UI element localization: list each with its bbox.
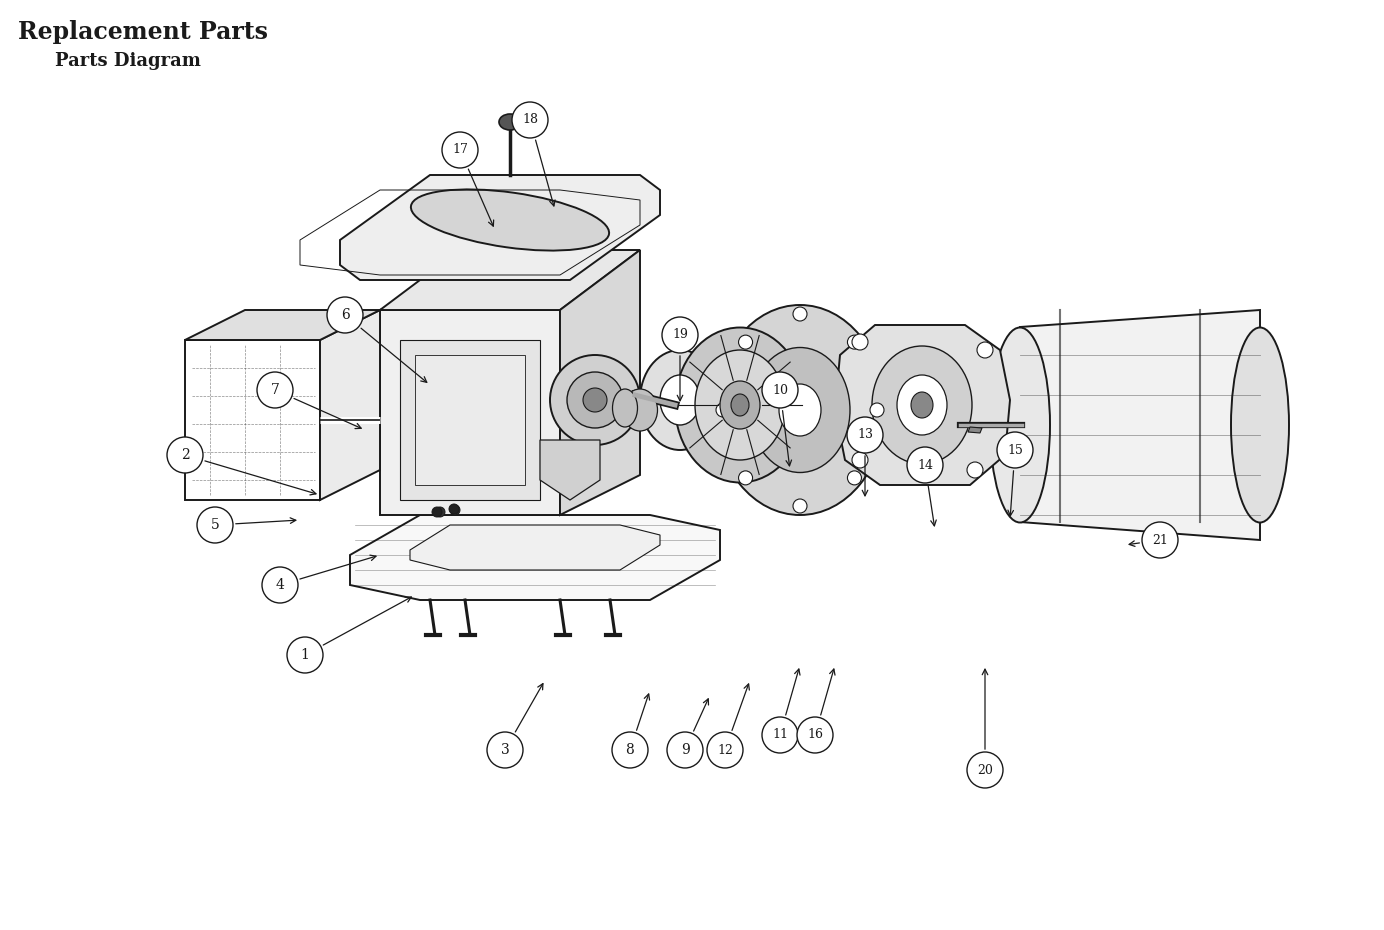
Circle shape bbox=[716, 403, 729, 417]
Circle shape bbox=[853, 334, 868, 350]
Circle shape bbox=[487, 732, 523, 768]
Polygon shape bbox=[185, 340, 320, 500]
Text: 9: 9 bbox=[681, 743, 689, 757]
Circle shape bbox=[667, 732, 703, 768]
Circle shape bbox=[567, 372, 623, 428]
Polygon shape bbox=[340, 175, 660, 280]
Text: 6: 6 bbox=[340, 308, 349, 322]
Ellipse shape bbox=[750, 348, 850, 472]
Circle shape bbox=[977, 342, 992, 358]
Circle shape bbox=[448, 504, 459, 514]
Circle shape bbox=[450, 505, 459, 515]
Circle shape bbox=[996, 432, 1032, 468]
Circle shape bbox=[763, 372, 799, 408]
Ellipse shape bbox=[623, 389, 657, 431]
Text: 21: 21 bbox=[1151, 534, 1168, 547]
Ellipse shape bbox=[639, 350, 720, 450]
Polygon shape bbox=[415, 355, 525, 485]
Ellipse shape bbox=[990, 327, 1050, 523]
Text: Replacement Parts: Replacement Parts bbox=[18, 20, 268, 44]
Polygon shape bbox=[350, 515, 720, 600]
Text: Parts Diagram: Parts Diagram bbox=[55, 52, 201, 70]
Circle shape bbox=[327, 297, 363, 333]
Polygon shape bbox=[400, 340, 540, 500]
Circle shape bbox=[662, 317, 698, 353]
Circle shape bbox=[793, 499, 807, 513]
Circle shape bbox=[432, 507, 441, 517]
Text: 14: 14 bbox=[918, 458, 933, 472]
Ellipse shape bbox=[897, 375, 947, 435]
Ellipse shape bbox=[500, 114, 520, 130]
Polygon shape bbox=[835, 325, 1010, 485]
Text: 2: 2 bbox=[181, 448, 190, 462]
Ellipse shape bbox=[720, 381, 760, 429]
Circle shape bbox=[967, 462, 983, 478]
Circle shape bbox=[739, 471, 753, 485]
Polygon shape bbox=[540, 440, 601, 500]
Circle shape bbox=[612, 732, 648, 768]
Text: 12: 12 bbox=[717, 743, 734, 756]
Circle shape bbox=[257, 372, 293, 408]
Ellipse shape bbox=[731, 394, 749, 416]
Polygon shape bbox=[967, 427, 983, 433]
Polygon shape bbox=[1020, 310, 1259, 540]
Ellipse shape bbox=[872, 346, 972, 464]
Circle shape bbox=[1142, 522, 1178, 558]
Circle shape bbox=[793, 307, 807, 321]
Circle shape bbox=[707, 732, 743, 768]
Ellipse shape bbox=[675, 327, 805, 483]
Circle shape bbox=[871, 403, 884, 417]
Circle shape bbox=[847, 471, 861, 485]
Ellipse shape bbox=[911, 392, 933, 418]
Text: 10: 10 bbox=[772, 383, 787, 396]
Circle shape bbox=[583, 388, 608, 412]
Circle shape bbox=[167, 437, 203, 473]
Circle shape bbox=[435, 507, 446, 517]
Circle shape bbox=[262, 567, 298, 603]
Circle shape bbox=[441, 132, 477, 168]
Text: 1: 1 bbox=[300, 648, 310, 662]
Polygon shape bbox=[381, 310, 561, 515]
Polygon shape bbox=[561, 250, 639, 515]
Circle shape bbox=[967, 752, 1003, 788]
Circle shape bbox=[797, 717, 833, 753]
Ellipse shape bbox=[660, 375, 700, 425]
Text: 7: 7 bbox=[270, 383, 280, 397]
Circle shape bbox=[853, 452, 868, 468]
Text: 20: 20 bbox=[977, 764, 992, 777]
Circle shape bbox=[286, 637, 322, 673]
Circle shape bbox=[549, 355, 639, 445]
Ellipse shape bbox=[695, 350, 785, 460]
Text: 15: 15 bbox=[1008, 444, 1023, 457]
Circle shape bbox=[847, 335, 861, 349]
Polygon shape bbox=[185, 310, 381, 340]
Circle shape bbox=[739, 335, 753, 349]
Text: 16: 16 bbox=[807, 728, 823, 741]
Ellipse shape bbox=[613, 389, 638, 427]
Text: 18: 18 bbox=[522, 113, 538, 126]
Text: 17: 17 bbox=[453, 143, 468, 156]
Text: 5: 5 bbox=[210, 518, 220, 532]
Ellipse shape bbox=[411, 190, 609, 250]
Polygon shape bbox=[410, 525, 660, 570]
Text: 8: 8 bbox=[626, 743, 634, 757]
Text: 11: 11 bbox=[772, 728, 787, 741]
Circle shape bbox=[847, 417, 883, 453]
Text: 4: 4 bbox=[275, 578, 285, 592]
Text: 13: 13 bbox=[857, 429, 873, 442]
Ellipse shape bbox=[1230, 327, 1289, 523]
Polygon shape bbox=[381, 250, 639, 310]
Circle shape bbox=[512, 102, 548, 138]
Circle shape bbox=[197, 507, 233, 543]
Polygon shape bbox=[320, 310, 381, 500]
Circle shape bbox=[763, 717, 799, 753]
Text: 19: 19 bbox=[673, 328, 688, 341]
Text: 3: 3 bbox=[501, 743, 509, 757]
Ellipse shape bbox=[779, 384, 821, 436]
Ellipse shape bbox=[716, 305, 884, 515]
Circle shape bbox=[907, 447, 943, 483]
